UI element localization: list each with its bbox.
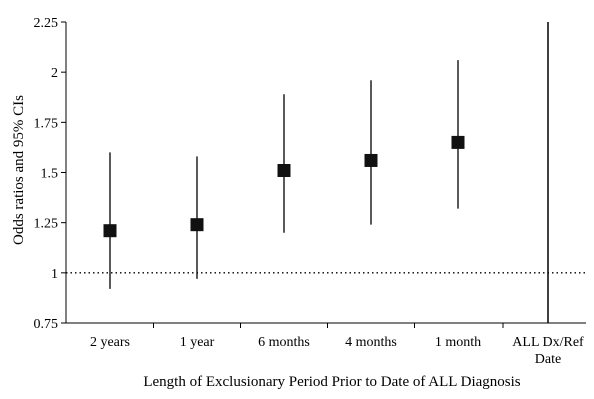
- x-tick-label: ALL Dx/Ref Date: [512, 335, 584, 367]
- y-tick-label: 2: [51, 66, 58, 81]
- point-marker: [103, 224, 117, 238]
- x-tick-label: 1 month: [435, 335, 481, 350]
- y-tick-label: 1.5: [41, 167, 59, 182]
- point-markers: [103, 135, 465, 238]
- y-axis-label: Odds ratios and 95% CIs: [11, 95, 27, 245]
- point-marker: [190, 218, 204, 232]
- x-axis-label: Length of Exclusionary Period Prior to D…: [143, 374, 520, 390]
- confidence-intervals: [109, 60, 459, 289]
- y-tick-label: 1.75: [34, 116, 59, 131]
- x-tick-label: 6 months: [258, 335, 310, 350]
- point-marker: [364, 153, 378, 167]
- point-marker: [277, 163, 291, 177]
- point-marker: [451, 135, 465, 149]
- axes: 0.75 1 1.25 1.5 1.75 2 2.25 2 years 1 year 6 mont…: [34, 16, 586, 367]
- y-tick-label: 1: [51, 267, 58, 282]
- labels: Odds ratios and 95% CIs Length of Exclus…: [11, 95, 521, 390]
- x-tick-label: 1 year: [180, 335, 215, 350]
- reference-line-layer: [66, 22, 586, 323]
- x-tick-label: 4 months: [345, 335, 397, 350]
- y-tick-label: 0.75: [34, 317, 59, 332]
- y-tick-label: 1.25: [34, 217, 59, 232]
- y-tick-label: 2.25: [34, 16, 59, 31]
- x-tick-label: 2 years: [90, 335, 130, 350]
